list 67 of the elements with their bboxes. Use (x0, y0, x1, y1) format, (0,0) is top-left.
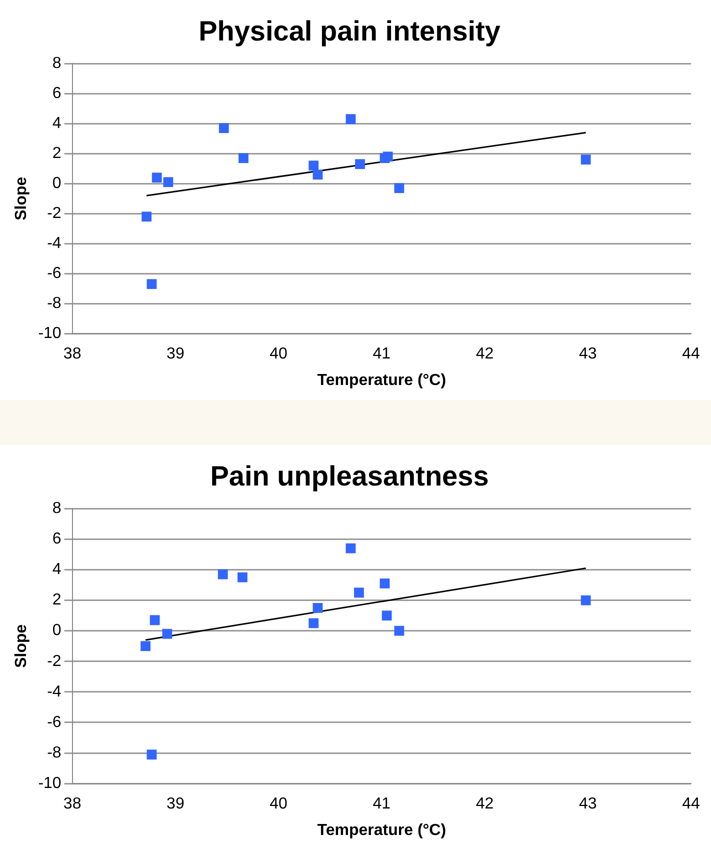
y-axis-title: Slope (13, 176, 30, 220)
point (146, 750, 157, 760)
y-tick-label: 8 (52, 55, 62, 72)
point (142, 212, 152, 222)
x-axis-title: Temperature (°C) (317, 822, 446, 839)
point (162, 628, 172, 639)
point (218, 569, 228, 580)
point (312, 602, 323, 613)
y-tick-label: 2 (52, 592, 62, 609)
y-tick-label: 4 (52, 115, 62, 132)
y-axis-title: Slope (13, 624, 30, 668)
point (308, 618, 319, 628)
point (394, 626, 404, 636)
y-tick-label: 0 (52, 622, 62, 640)
y-tick-label: -2 (47, 205, 62, 222)
x-tick-label: 44 (682, 796, 700, 813)
point (308, 160, 319, 171)
point (238, 572, 248, 582)
x-tick-label: 42 (476, 796, 494, 813)
chart-title: Physical pain intensity (198, 16, 501, 47)
point (355, 159, 365, 170)
x-tick-label: 40 (270, 346, 288, 363)
y-tick-label: 0 (52, 175, 62, 192)
point (146, 279, 157, 290)
y-tick-label: -2 (47, 652, 62, 670)
point (152, 172, 162, 183)
x-tick-label: 38 (63, 796, 82, 813)
y-tick-label: 2 (52, 145, 62, 162)
point (346, 114, 356, 124)
x-tick-label: 44 (682, 346, 700, 363)
point (218, 123, 229, 134)
point (140, 641, 150, 652)
y-tick-label: -10 (38, 775, 62, 792)
x-tick-label: 41 (372, 346, 391, 363)
point (238, 153, 248, 164)
y-tick-label: 6 (52, 85, 62, 102)
x-axis-title: Temperature (°C) (317, 372, 446, 389)
point (354, 588, 364, 598)
x-tick-label: 43 (578, 346, 597, 363)
y-tick-label: -4 (47, 235, 62, 252)
x-tick-label: 41 (372, 796, 391, 813)
point (346, 543, 356, 554)
x-tick-label: 43 (578, 796, 597, 813)
y-tick-label: -10 (38, 325, 62, 342)
point (163, 177, 174, 188)
x-tick-label: 38 (63, 346, 82, 363)
x-tick-label: 42 (476, 346, 494, 363)
x-tick-label: 39 (166, 796, 184, 813)
point (382, 152, 393, 162)
y-tick-label: 6 (52, 530, 62, 548)
point (380, 578, 390, 588)
y-tick-label: -6 (47, 714, 62, 731)
point (580, 154, 591, 165)
point (382, 610, 392, 620)
y-tick-label: -4 (47, 683, 62, 700)
y-tick-label: -6 (47, 265, 62, 282)
point (312, 170, 323, 180)
chart-title: Pain unpleasantness (210, 460, 489, 492)
point (150, 615, 160, 626)
y-tick-label: -8 (47, 744, 62, 762)
point (580, 595, 591, 606)
x-tick-label: 40 (270, 796, 288, 813)
y-tick-label: -8 (47, 295, 62, 312)
x-tick-label: 39 (166, 346, 184, 363)
y-tick-label: 8 (52, 500, 62, 518)
point (394, 183, 404, 194)
y-tick-label: 4 (52, 561, 62, 578)
